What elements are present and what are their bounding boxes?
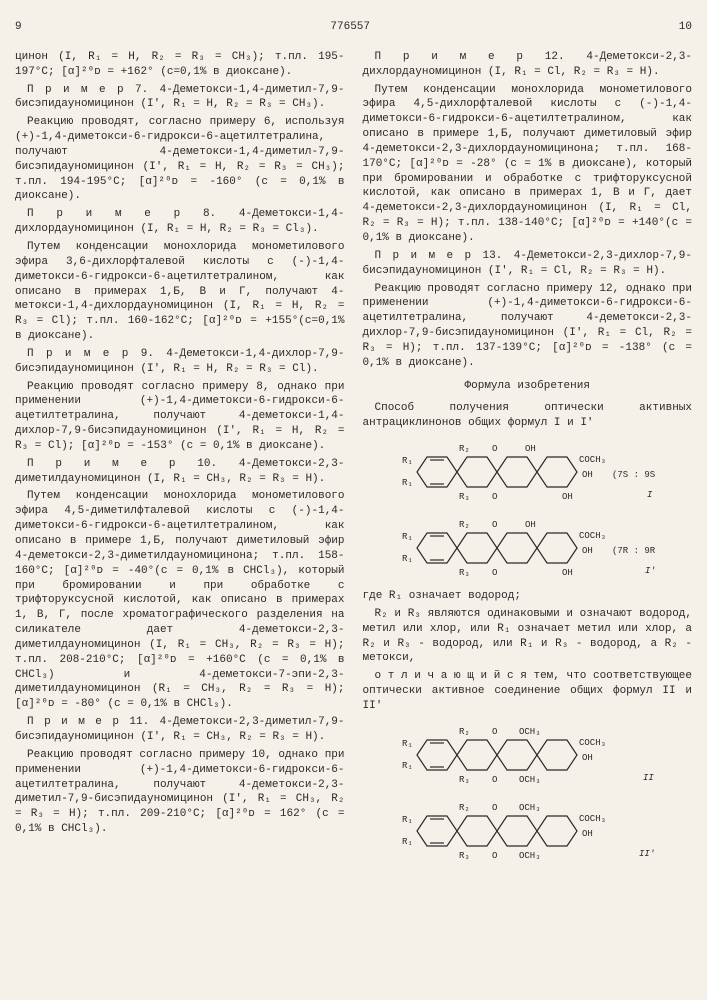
page-header: 9 776557 10: [15, 20, 692, 35]
para: П р и м е р 9. 4-Деметокси-1,4-дихлор-7,…: [15, 347, 345, 377]
svg-text:R₃: R₃: [459, 775, 470, 785]
svg-text:O: O: [492, 568, 497, 578]
patent-number: 776557: [330, 20, 370, 35]
structural-formula-Iprime: R₁ R₁ R₂ R₃ O O OH COCH₃ OH OH (7R : 9R)…: [363, 513, 693, 583]
svg-text:OCH₃: OCH₃: [519, 851, 541, 861]
svg-text:OH: OH: [525, 444, 536, 454]
svg-text:(7R : 9R): (7R : 9R): [612, 546, 657, 556]
svg-text:O: O: [492, 775, 497, 785]
para: Реакцию проводят, согласно примеру 6, ис…: [15, 115, 345, 204]
page-number-left: 9: [15, 20, 22, 35]
para: П р и м е р 8. 4-Деметокси-1,4-дихлордау…: [15, 207, 345, 237]
para: П р и м е р 13. 4-Деметокси-2,3-дихлор-7…: [363, 249, 693, 279]
svg-text:OH: OH: [582, 546, 593, 556]
svg-text:COCH₃: COCH₃: [579, 531, 606, 541]
para: П р и м е р 12. 4-Деметокси-2,3-дихлорда…: [363, 50, 693, 80]
para: П р и м е р 7. 4-Деметокси-1,4-диметил-7…: [15, 83, 345, 113]
left-column: цинон (I, R₁ = H, R₂ = R₃ = CH₃); т.пл. …: [15, 50, 345, 872]
svg-text:(7S : 9S): (7S : 9S): [612, 470, 657, 480]
svg-text:R₁: R₁: [402, 532, 413, 542]
svg-text:R₂: R₂: [459, 803, 470, 813]
svg-text:R₁: R₁: [402, 554, 413, 564]
svg-text:R₁: R₁: [402, 739, 413, 749]
structural-formula-IIprime: R₁ R₁ R₂ R₃ O O OCH₃ OCH₃ COCH₃ OH II': [363, 796, 693, 866]
page-number-right: 10: [679, 20, 692, 35]
structural-formula-I: R₁ R₁ R₂ R₃ O O OH COCH₃ OH OH (7S : 9S)…: [363, 437, 693, 507]
distinguishing: о т л и ч а ю щ и й с я тем, что соответ…: [363, 669, 693, 714]
right-column: П р и м е р 12. 4-Деметокси-2,3-дихлорда…: [363, 50, 693, 872]
para: Путем конденсации монохлорида монометило…: [15, 489, 345, 712]
svg-text:I': I': [645, 566, 656, 576]
structural-formula-II: R₁ R₁ R₂ R₃ O O OCH₃ OCH₃ COCH₃ OH II: [363, 720, 693, 790]
svg-text:OCH₃: OCH₃: [519, 803, 541, 813]
claims-title: Формула изобретения: [363, 379, 693, 394]
svg-text:COCH₃: COCH₃: [579, 738, 606, 748]
svg-text:II': II': [639, 849, 655, 859]
para: П р и м е р 11. 4-Деметокси-2,3-диметил-…: [15, 715, 345, 745]
svg-text:O: O: [492, 851, 497, 861]
where-r1: где R₁ означает водород;: [363, 589, 693, 604]
para: П р и м е р 10. 4-Деметокси-2,3-диметилд…: [15, 457, 345, 487]
para: цинон (I, R₁ = H, R₂ = R₃ = CH₃); т.пл. …: [15, 50, 345, 80]
svg-text:R₁: R₁: [402, 761, 413, 771]
svg-text:R₂: R₂: [459, 727, 470, 737]
svg-text:R₃: R₃: [459, 492, 470, 502]
svg-text:COCH₃: COCH₃: [579, 814, 606, 824]
svg-text:O: O: [492, 520, 497, 530]
svg-text:R₃: R₃: [459, 568, 470, 578]
svg-text:R₁: R₁: [402, 456, 413, 466]
svg-text:O: O: [492, 444, 497, 454]
svg-text:R₂: R₂: [459, 444, 470, 454]
para: Путем конденсации монохлорида монометило…: [363, 83, 693, 246]
svg-text:OH: OH: [525, 520, 536, 530]
two-column-layout: цинон (I, R₁ = H, R₂ = R₃ = CH₃); т.пл. …: [15, 50, 692, 872]
svg-text:OH: OH: [562, 492, 573, 502]
svg-text:OH: OH: [582, 470, 593, 480]
svg-text:O: O: [492, 492, 497, 502]
svg-text:OCH₃: OCH₃: [519, 727, 541, 737]
svg-text:R₁: R₁: [402, 837, 413, 847]
svg-text:R₃: R₃: [459, 851, 470, 861]
svg-text:R₁: R₁: [402, 478, 413, 488]
para: Реакцию проводят согласно примеру 12, од…: [363, 282, 693, 371]
where-r2r3: R₂ и R₃ являются одинаковыми и означают …: [363, 607, 693, 666]
svg-text:OH: OH: [562, 568, 573, 578]
svg-text:O: O: [492, 727, 497, 737]
svg-text:OH: OH: [582, 829, 593, 839]
svg-text:OCH₃: OCH₃: [519, 775, 541, 785]
svg-text:COCH₃: COCH₃: [579, 455, 606, 465]
para: Реакцию проводят согласно примеру 8, одн…: [15, 380, 345, 454]
svg-text:OH: OH: [582, 753, 593, 763]
para: Путем конденсации монохлорида монометило…: [15, 240, 345, 344]
svg-text:II: II: [643, 773, 654, 783]
svg-text:R₁: R₁: [402, 815, 413, 825]
svg-text:O: O: [492, 803, 497, 813]
svg-text:I: I: [647, 490, 653, 500]
para: Реакцию проводят согласно примеру 10, од…: [15, 748, 345, 837]
svg-text:R₂: R₂: [459, 520, 470, 530]
claims-intro: Способ получения оптически активных антр…: [363, 401, 693, 431]
